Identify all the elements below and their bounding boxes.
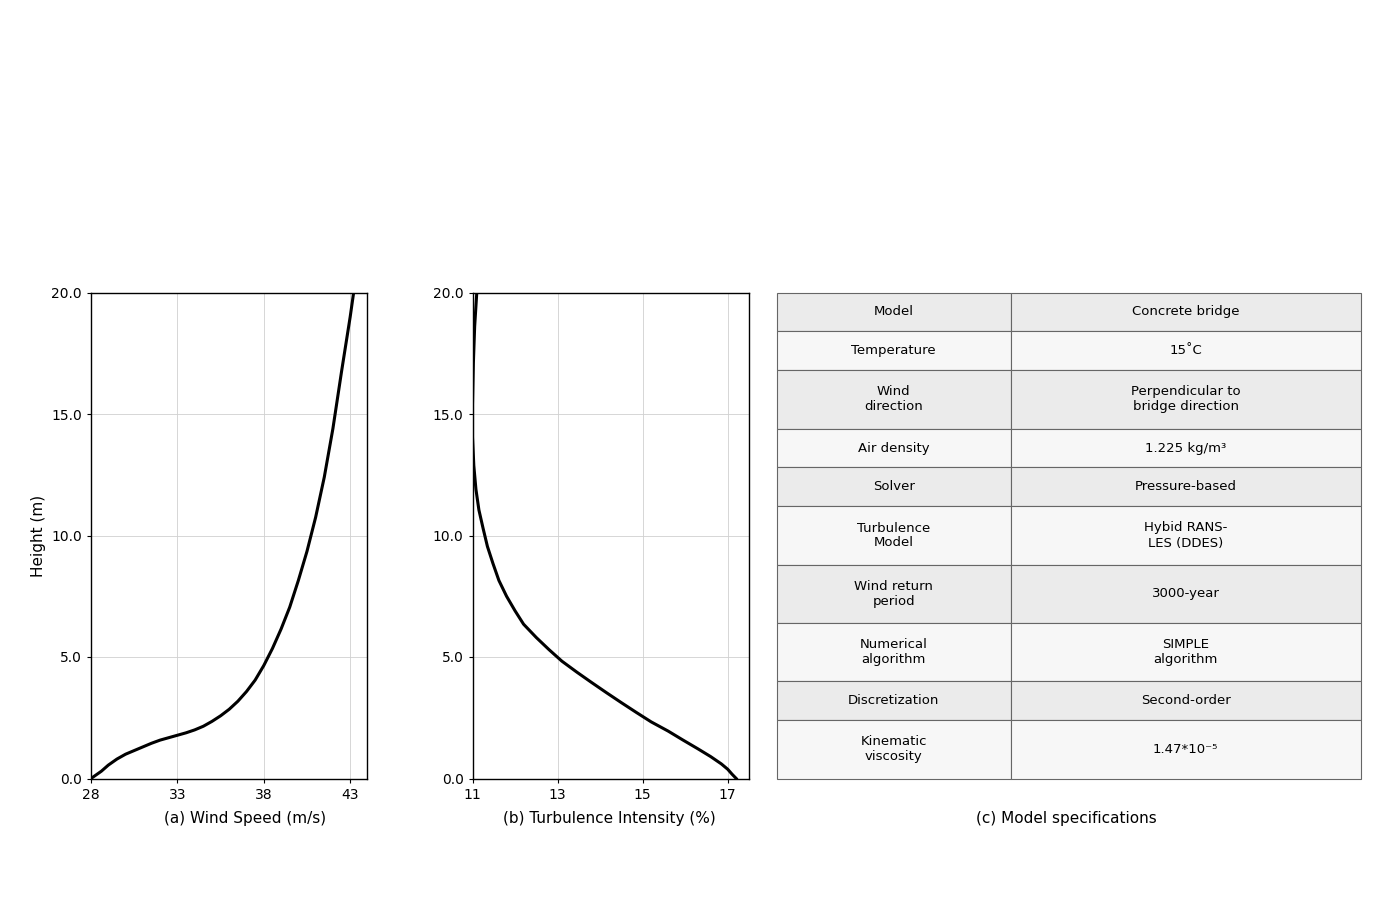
- Text: Wind return
period: Wind return period: [854, 580, 934, 608]
- Text: 1.47*10⁻⁵: 1.47*10⁻⁵: [1154, 742, 1218, 756]
- Text: Perpendicular to
bridge direction: Perpendicular to bridge direction: [1131, 385, 1240, 413]
- Text: Concrete bridge: Concrete bridge: [1133, 305, 1239, 319]
- Text: 1.225 kg/m³: 1.225 kg/m³: [1145, 442, 1226, 454]
- Text: (a) Wind Speed (m/s): (a) Wind Speed (m/s): [164, 812, 326, 826]
- Text: Solver: Solver: [872, 481, 914, 493]
- Text: (b) Turbulence Intensity (%): (b) Turbulence Intensity (%): [503, 812, 715, 826]
- Text: Numerical
algorithm: Numerical algorithm: [860, 638, 928, 666]
- Text: Air density: Air density: [858, 442, 930, 454]
- Text: Turbulence
Model: Turbulence Model: [857, 521, 931, 550]
- Text: SIMPLE
algorithm: SIMPLE algorithm: [1154, 638, 1218, 666]
- Text: (c) Model specifications: (c) Model specifications: [976, 812, 1158, 826]
- Text: 3000-year: 3000-year: [1152, 588, 1219, 600]
- Text: Wind
direction: Wind direction: [864, 385, 923, 413]
- Text: Temperature: Temperature: [851, 345, 937, 357]
- Text: Discretization: Discretization: [848, 694, 939, 707]
- Text: 15˚C: 15˚C: [1169, 345, 1203, 357]
- Y-axis label: Height (m): Height (m): [31, 494, 46, 577]
- Text: Hybid RANS-
LES (DDES): Hybid RANS- LES (DDES): [1144, 521, 1228, 550]
- Text: Kinematic
viscosity: Kinematic viscosity: [861, 735, 927, 763]
- Text: Pressure-based: Pressure-based: [1134, 481, 1236, 493]
- Text: Model: Model: [874, 305, 914, 319]
- Text: Second-order: Second-order: [1141, 694, 1231, 707]
